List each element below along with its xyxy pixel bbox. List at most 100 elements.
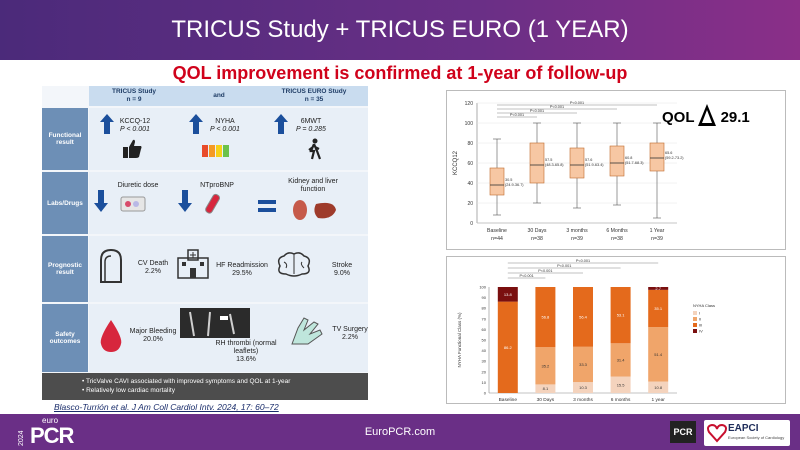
rh-image xyxy=(180,308,250,341)
box xyxy=(569,147,585,179)
kccq-box-chart: 0 20 40 60 80 100 120 KCCQ12 30.5 (24.9-36.7) Base… xyxy=(446,90,786,250)
x-tick-label: 3 months xyxy=(573,397,593,403)
bar-value-label: 35.2 xyxy=(542,363,551,368)
bar-value-label: 35.1 xyxy=(654,306,663,311)
y-tick-label: 120 xyxy=(465,101,474,107)
brain-icon xyxy=(274,250,314,281)
bar-segment xyxy=(497,301,518,393)
p-value: P<0.001 xyxy=(576,259,590,263)
y-tick-label: 20 xyxy=(482,369,487,374)
x-tick-label: 1 year xyxy=(652,397,666,403)
y-tick-label: 10 xyxy=(482,380,487,385)
y-tick-label: 30 xyxy=(482,359,487,364)
y-tick-label: 70 xyxy=(482,316,487,321)
p-value: P<0.001 xyxy=(530,109,544,113)
kccq-p: P < 0.001 xyxy=(120,126,150,133)
hf-cell: HF Readmission 29.5% xyxy=(212,262,272,278)
down-arrow-icon xyxy=(178,190,192,212)
bar-segment xyxy=(610,287,631,344)
bar-value-label: 15.5 xyxy=(617,382,626,387)
bar-value-label: 56.4 xyxy=(579,314,588,319)
y-tick-label: 40 xyxy=(467,181,473,187)
legend-swatch xyxy=(693,311,697,315)
citation-link[interactable]: Blasco-Turrión et al. J Am Coll Cardiol … xyxy=(54,402,279,412)
legend-label: IV xyxy=(699,329,703,334)
footer-bar: EuroPCR.com xyxy=(0,414,800,450)
data-label: 60.8 xyxy=(625,156,632,160)
bar-segment xyxy=(573,346,593,383)
and-label: and xyxy=(213,92,225,99)
x-tick-label: Baseline xyxy=(487,228,507,234)
bleeding-cell: Major Bleeding 20.0% xyxy=(128,328,178,344)
n-label: n=38 xyxy=(611,236,623,242)
y-tick-label: 60 xyxy=(467,161,473,167)
data-label: (51.7-68.3) xyxy=(625,161,644,165)
bar-value-label: 10.8 xyxy=(654,385,663,390)
bar-value-label: 33.3 xyxy=(579,362,588,367)
legend-swatch xyxy=(693,329,697,333)
europcr-link[interactable]: EuroPCR.com xyxy=(364,426,436,438)
qol-label: QOL xyxy=(662,109,695,126)
conclusion-box: • TricValve CAVI associated with improve… xyxy=(42,373,368,400)
central-illustration: TRICUS Study n = 9 and TRICUS EURO Study… xyxy=(42,86,368,400)
tv-surgery-cell: TV Surgery 2.2% xyxy=(332,326,368,342)
delta-icon xyxy=(698,104,717,126)
y-tick-label: 50 xyxy=(482,338,487,343)
box xyxy=(649,142,665,172)
y-axis-label: NYHA Functional Class (%) xyxy=(457,312,462,368)
box xyxy=(609,145,625,177)
euro-col: TRICUS EURO Study n = 35 xyxy=(269,88,359,104)
bar-segment xyxy=(573,382,593,393)
stroke-cell: Stroke 9.0% xyxy=(322,262,362,278)
up-arrow-icon xyxy=(100,114,114,134)
bar-value-label: 13.8 xyxy=(504,292,513,297)
pills-icon xyxy=(118,193,148,216)
study-header: TRICUS Study n = 9 and TRICUS EURO Study… xyxy=(89,86,368,106)
euro-label: TRICUS EURO Study xyxy=(281,88,347,95)
data-label: 65.6 xyxy=(665,151,672,155)
bar-value-label: 86.2 xyxy=(504,345,513,350)
nyha-bar-chart: 0 10 20 30 40 50 60 70 80 90 100 NYHA Functional Cl… xyxy=(446,256,786,404)
thumbs-up-icon xyxy=(120,138,144,163)
cv-death-label: CV Death xyxy=(137,260,169,267)
y-tick-label: 80 xyxy=(482,306,487,311)
x-tick-label: 30 Days xyxy=(527,228,546,234)
bar-value-label: 51.4 xyxy=(654,352,663,357)
eapci-text: EAPCI xyxy=(728,423,759,434)
title-bar: TRICUS Study + TRICUS EURO (1 YEAR) xyxy=(0,0,800,60)
data-label: (48.3-65.8) xyxy=(545,163,564,167)
hf-label: HF Readmission xyxy=(216,262,268,269)
blood-tube-icon xyxy=(200,192,226,219)
diuretic-label: Diuretic dose xyxy=(117,182,159,189)
mwt-arrow xyxy=(274,114,288,137)
bleeding-label: Major Bleeding xyxy=(129,328,177,335)
conclusion-2: • Relatively low cardiac mortality xyxy=(82,387,175,394)
p-value: P<0.001 xyxy=(550,105,564,109)
y-tick-label: 100 xyxy=(465,121,474,127)
legend-label: I xyxy=(699,311,700,316)
data-label: (51.9-63.4) xyxy=(585,163,604,167)
up-arrow-icon xyxy=(274,114,288,134)
data-label: 57.5 xyxy=(545,158,552,162)
tricus-col: TRICUS Study n = 9 xyxy=(99,88,169,104)
nyha-p: P < 0.001 xyxy=(210,126,240,133)
x-tick-label: 30 Days xyxy=(537,397,555,403)
n-label: n=39 xyxy=(651,236,663,242)
hf-value: 29.5% xyxy=(232,270,252,277)
nyha-label: NYHA xyxy=(215,118,235,125)
box xyxy=(529,142,545,184)
data-label: 57.6 xyxy=(585,158,592,162)
walking-icon xyxy=(304,138,324,163)
eapci-subtext: European Society of Cardiology xyxy=(728,435,785,440)
slide-subtitle: QOL improvement is confirmed at 1-year o… xyxy=(172,63,628,83)
bar-value-label: 53.1 xyxy=(617,313,626,318)
logo-pcr-text: PCR xyxy=(30,423,74,448)
legend-swatch xyxy=(693,317,697,321)
bar-segment xyxy=(535,287,556,348)
blood-drop-icon xyxy=(96,318,126,357)
legend-swatch xyxy=(693,323,697,327)
data-label: (24.9-36.7) xyxy=(505,183,524,187)
hospital-icon xyxy=(176,248,210,283)
y-axis-label: KCCQ12 xyxy=(453,150,459,175)
nyha-bar-svg: 0 10 20 30 40 50 60 70 80 90 100 NYHA Functional Cl… xyxy=(457,259,715,403)
